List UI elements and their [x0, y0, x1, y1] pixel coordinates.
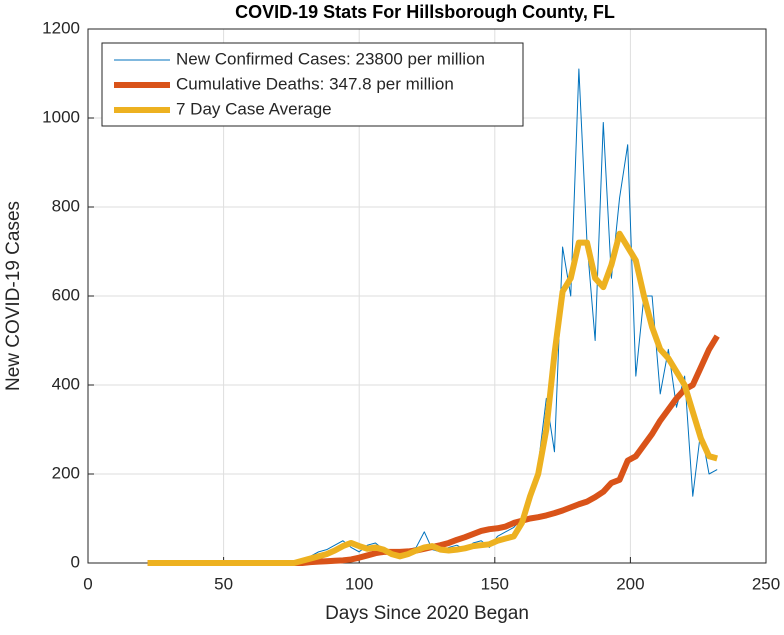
legend-label: 7 Day Case Average	[176, 99, 332, 118]
y-tick-label: 1000	[42, 107, 80, 126]
x-tick-label: 100	[345, 574, 373, 593]
legend-label: New Confirmed Cases: 23800 per million	[176, 49, 485, 68]
x-tick-label: 250	[752, 574, 780, 593]
y-axis-label: New COVID-19 Cases	[3, 201, 24, 391]
series-line	[147, 230, 718, 566]
x-tick-label: 0	[83, 574, 92, 593]
y-tick-label: 200	[52, 463, 80, 482]
legend-box	[101, 42, 524, 127]
y-tick-label: 400	[52, 374, 80, 393]
y-tick-label: 600	[52, 285, 80, 304]
plot-frame	[87, 28, 767, 564]
x-tick-label: 50	[214, 574, 233, 593]
x-tick-label: 200	[616, 574, 644, 593]
y-tick-label: 800	[52, 196, 80, 215]
y-tick-label: 0	[71, 552, 80, 571]
x-tick-label: 150	[481, 574, 509, 593]
legend-label: Cumulative Deaths: 347.8 per million	[176, 74, 454, 93]
x-axis-label: Days Since 2020 Began	[325, 603, 529, 624]
y-tick-label: 1200	[42, 18, 80, 37]
chart-title: COVID-19 Stats For Hillsborough County, …	[235, 2, 615, 22]
